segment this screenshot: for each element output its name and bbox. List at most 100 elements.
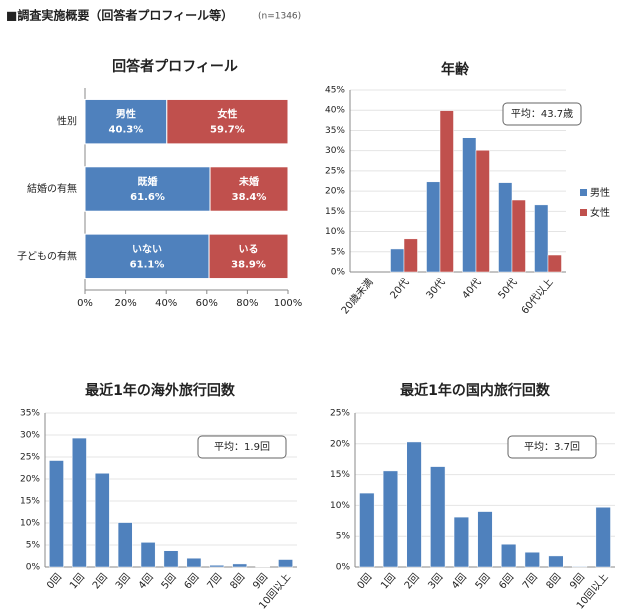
chart-title: 最近1年の国内旅行回数	[400, 382, 551, 399]
x-tick-label: 50代	[496, 276, 520, 301]
bar	[524, 551, 540, 568]
bar	[382, 470, 399, 568]
x-tick-label: 4回	[449, 571, 469, 591]
bar	[439, 110, 454, 273]
bar	[426, 181, 441, 273]
bar	[511, 199, 526, 273]
bar	[94, 473, 110, 568]
x-tick-label: 7回	[520, 571, 540, 591]
y-tick-label: 15%	[330, 470, 350, 480]
x-tick-label: 8回	[544, 571, 564, 591]
y-tick-label: 20%	[330, 439, 350, 449]
bar	[403, 238, 418, 273]
bar	[534, 204, 549, 273]
segment-name: いる	[239, 243, 259, 255]
y-tick-label: 5%	[336, 532, 351, 542]
bar	[547, 254, 562, 273]
y-tick-label: 35%	[325, 126, 345, 136]
annotation: 平均：1.9回	[214, 441, 270, 453]
segment-name: いない	[132, 243, 162, 255]
bar	[72, 437, 87, 568]
x-tick-label: 100%	[274, 298, 303, 309]
y-tick-label: 30%	[20, 431, 40, 441]
y-tick-label: 結婚の有無	[27, 182, 77, 195]
segment-value: 59.7%	[210, 125, 245, 136]
segment-value: 61.6%	[130, 192, 165, 203]
y-tick-label: 45%	[325, 86, 345, 96]
bar	[140, 542, 156, 568]
bar	[163, 550, 179, 568]
x-tick-label: 2回	[402, 571, 422, 591]
x-tick-label: 40代	[460, 276, 484, 301]
x-tick-label: 30代	[424, 276, 448, 301]
bar	[501, 543, 517, 568]
segment-name: 女性	[217, 108, 237, 121]
y-tick-label: 30%	[325, 146, 345, 156]
bar	[453, 516, 469, 568]
bar-segment	[84, 233, 210, 280]
y-tick-label: 0%	[26, 563, 41, 573]
legend-label: 女性	[590, 206, 610, 219]
bar	[359, 492, 375, 568]
annotation-box	[507, 435, 597, 459]
segment-name: 未婚	[238, 175, 259, 188]
segment-name: 既婚	[138, 175, 158, 188]
bar	[548, 555, 564, 568]
x-tick-label: 0回	[44, 571, 64, 591]
x-tick-label: 60%	[196, 298, 218, 309]
y-tick-label: 性別	[57, 115, 77, 128]
y-tick-label: 0%	[331, 268, 346, 278]
bar	[186, 557, 202, 568]
legend-label: 男性	[590, 186, 610, 199]
bar	[571, 566, 588, 568]
legend-swatch	[580, 209, 587, 216]
y-tick-label: 40%	[325, 106, 345, 116]
y-tick-label: 15%	[20, 497, 40, 507]
bar	[49, 460, 64, 568]
x-tick-label: 2回	[90, 571, 110, 591]
bar-segment	[84, 98, 168, 145]
x-tick-label: 80%	[236, 298, 258, 309]
bar	[406, 441, 422, 568]
y-tick-label: 35%	[20, 409, 40, 419]
bar	[430, 466, 446, 568]
segment-value: 38.4%	[232, 192, 267, 203]
y-tick-label: 20%	[20, 475, 40, 485]
x-tick-label: 60代以上	[519, 276, 556, 316]
chart-title: 回答者プロフィール	[112, 58, 238, 75]
y-tick-label: 20%	[325, 187, 345, 197]
x-tick-label: 6回	[182, 571, 202, 591]
y-tick-label: 5%	[26, 541, 41, 551]
bar	[462, 137, 477, 273]
segment-value: 61.1%	[130, 259, 165, 270]
x-tick-label: 8回	[228, 571, 248, 591]
bar-segment	[208, 233, 289, 280]
annotation: 平均：43.7歳	[511, 108, 573, 120]
y-tick-label: 25%	[20, 453, 40, 463]
bar-segment	[84, 166, 211, 212]
x-tick-label: 1回	[378, 571, 398, 591]
y-tick-label: 5%	[331, 247, 346, 257]
page-title: ■調査実施概要（回答者プロフィール等）	[6, 8, 233, 23]
x-tick-label: 9回	[251, 571, 271, 591]
annotation-box	[502, 102, 582, 126]
bar-segment	[209, 166, 289, 212]
y-tick-label: 15%	[325, 207, 345, 217]
bar	[390, 248, 405, 273]
chart-title: 最近1年の海外旅行回数	[85, 382, 236, 399]
x-tick-label: 0回	[355, 571, 375, 591]
y-tick-label: 0%	[336, 563, 351, 573]
bar	[117, 522, 133, 568]
y-tick-label: 10%	[325, 227, 345, 237]
x-tick-label: 6回	[497, 571, 517, 591]
x-tick-label: 7回	[205, 571, 225, 591]
x-tick-label: 5回	[473, 571, 493, 591]
x-tick-label: 20%	[114, 298, 136, 309]
legend-swatch	[580, 189, 587, 196]
chart-title: 年齢	[441, 61, 470, 78]
y-tick-label: 10%	[330, 501, 350, 511]
x-tick-label: 0%	[77, 298, 93, 309]
x-tick-label: 20歳未満	[339, 276, 376, 316]
x-tick-label: 40%	[155, 298, 177, 309]
x-tick-label: 5回	[159, 571, 179, 591]
